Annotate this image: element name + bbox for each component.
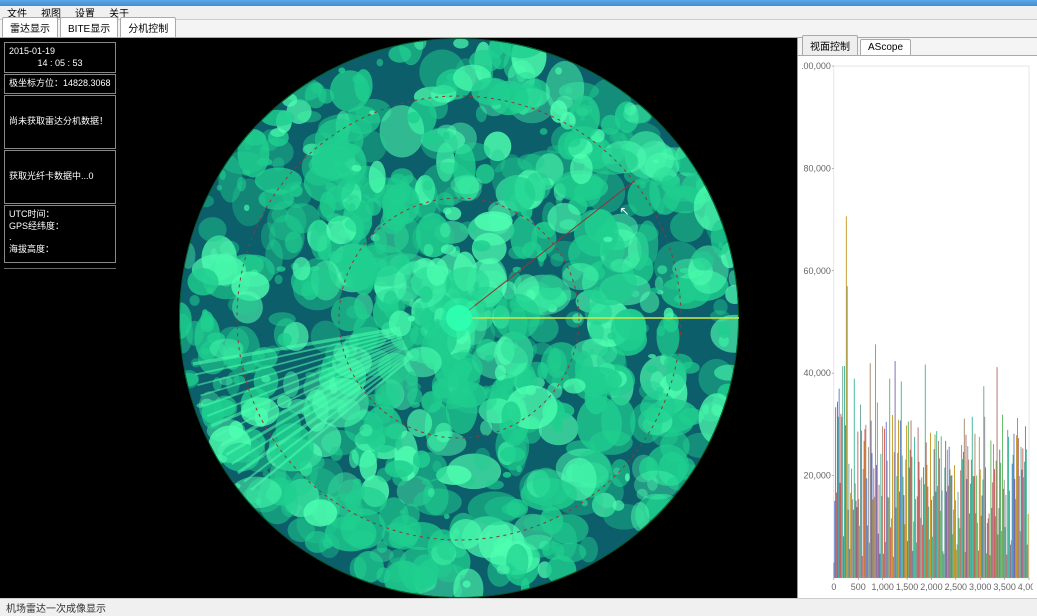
panel-divider [4,268,116,269]
status-bar: 机场雷达一次成像显示 [0,598,1037,616]
status-text: 机场雷达一次成像显示 [6,600,106,615]
polar-box: 极坐标方位：14828.3068 [4,74,116,94]
time-text: 14 : 05 : 53 [9,58,111,70]
ascope-chart[interactable]: 20,000 40,000 60,000 80,000 100,000 0 500 1,000… [798,56,1037,598]
toolbar-tabs: 雷达显示 BITE显示 分机控制 [0,20,1037,38]
svg-text:2,500: 2,500 [945,582,967,592]
svg-text:500: 500 [851,582,866,592]
polar-value: 14828.3068 [63,78,111,88]
svg-text:2,000: 2,000 [920,582,942,592]
svg-text:3,000: 3,000 [969,582,991,592]
svg-text:4,000: 4,000 [1018,582,1033,592]
svg-text:20,000: 20,000 [804,470,831,480]
svg-text:40,000: 40,000 [804,368,831,378]
tab-bite-display[interactable]: BITE显示 [60,17,118,37]
radar-display-area: ↖ [120,38,797,598]
main-area: 2015-01-19 14 : 05 : 53 极坐标方位：14828.3068… [0,38,1037,598]
msg2-box: 获取光纤卡数据中...0 [4,150,116,204]
tab-radar-display[interactable]: 雷达显示 [2,17,58,37]
right-tabs: 视面控制 AScope [798,38,1037,56]
svg-text:3,500: 3,500 [993,582,1015,592]
gps-box: UTC时间： GPS经纬度： . 海拔高度： [4,205,116,263]
gps-dot: . [9,232,111,244]
right-chart-panel: 视面控制 AScope 20,000 40,000 60,000 80,000 100,… [797,38,1037,598]
polar-label: 极坐标方位： [9,78,63,88]
svg-text:80,000: 80,000 [804,163,831,173]
svg-text:1,000: 1,000 [871,582,893,592]
left-info-panel: 2015-01-19 14 : 05 : 53 极坐标方位：14828.3068… [0,38,120,598]
msg1-box: 尚未获取雷达分机数据！ [4,95,116,149]
msg2-text: 获取光纤卡数据中...0 [9,171,94,183]
tab-unit-control[interactable]: 分机控制 [120,17,176,37]
alt-label: 海拔高度： [9,244,111,256]
utc-label: UTC时间： [9,209,111,221]
tab-view-control[interactable]: 视面控制 [802,35,858,55]
date-text: 2015-01-19 [9,46,111,58]
svg-text:100,000: 100,000 [802,61,831,71]
datetime-box: 2015-01-19 14 : 05 : 53 [4,42,116,73]
radar-ppi-scope[interactable]: ↖ [179,38,739,598]
tab-ascope[interactable]: AScope [860,39,911,55]
svg-text:1,500: 1,500 [896,582,918,592]
svg-text:0: 0 [831,582,836,592]
msg1-text: 尚未获取雷达分机数据！ [9,116,108,128]
svg-text:60,000: 60,000 [804,266,831,276]
gps-label: GPS经纬度： [9,221,111,233]
